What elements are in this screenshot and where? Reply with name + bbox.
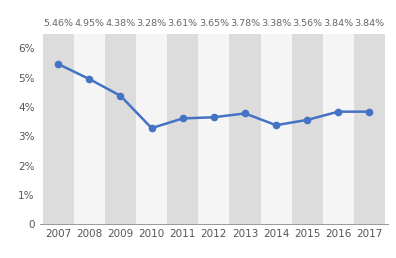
- Bar: [136, 34, 167, 224]
- Bar: [323, 34, 354, 224]
- Bar: [261, 34, 291, 224]
- Bar: [74, 34, 105, 224]
- Bar: [105, 34, 136, 224]
- Text: 4.95%: 4.95%: [74, 19, 105, 28]
- Text: 3.38%: 3.38%: [261, 19, 291, 28]
- Bar: [43, 34, 74, 224]
- Bar: [229, 34, 261, 224]
- Text: 5.46%: 5.46%: [43, 19, 73, 28]
- Text: 3.84%: 3.84%: [323, 19, 353, 28]
- Text: 3.65%: 3.65%: [199, 19, 229, 28]
- Text: 3.56%: 3.56%: [292, 19, 322, 28]
- Text: 3.28%: 3.28%: [137, 19, 167, 28]
- Bar: [198, 34, 229, 224]
- Bar: [291, 34, 323, 224]
- Text: 3.84%: 3.84%: [354, 19, 385, 28]
- Bar: [354, 34, 385, 224]
- Text: 3.78%: 3.78%: [230, 19, 260, 28]
- Text: 4.38%: 4.38%: [105, 19, 135, 28]
- Text: 3.61%: 3.61%: [168, 19, 198, 28]
- Bar: [167, 34, 198, 224]
